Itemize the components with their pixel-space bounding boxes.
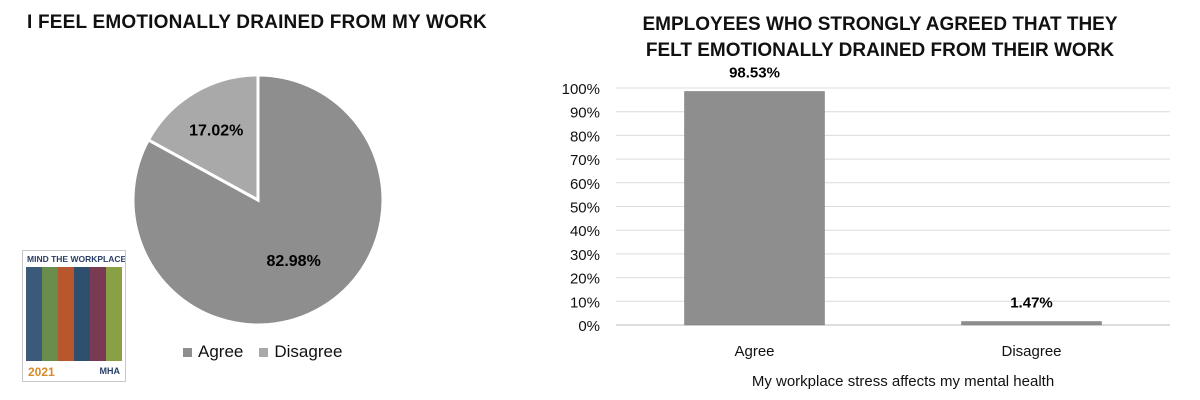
legend-item-disagree: Disagree: [259, 342, 342, 362]
report-cover-logo: MHA: [99, 366, 121, 376]
report-cover-year: 2021: [28, 365, 55, 379]
y-tick-label: 90%: [570, 105, 600, 122]
report-cover-title: MIND THE WORKPLACE: [27, 254, 126, 264]
bar-data-label-agree: 98.53%: [729, 64, 780, 81]
x-axis-title: My workplace stress affects my mental he…: [752, 373, 1054, 390]
legend-label-agree: Agree: [198, 342, 244, 361]
bar-agree: [684, 91, 825, 326]
legend-swatch-disagree: [259, 347, 269, 357]
pie-label-agree: 82.98%: [267, 253, 321, 270]
legend-item-agree: Agree: [183, 342, 243, 362]
legend-swatch-agree: [183, 347, 192, 357]
report-cover-thumbnail: MIND THE WORKPLACE 2021 MHA: [22, 250, 126, 382]
y-tick-label: 100%: [562, 81, 600, 98]
report-cover-photo: [26, 267, 122, 361]
x-tick-label-agree: Agree: [734, 343, 774, 360]
x-tick-label-disagree: Disagree: [1001, 343, 1061, 360]
legend-label-disagree: Disagree: [274, 342, 343, 361]
pie-legend: Agree Disagree: [183, 342, 358, 362]
pie-chart: 82.98% 17.02%: [131, 73, 385, 327]
pie-chart-title: I FEEL EMOTIONALLY DRAINED FROM MY WORK: [27, 12, 487, 33]
y-tick-label: 40%: [570, 223, 600, 240]
y-tick-label: 30%: [570, 247, 600, 264]
pie-chart-panel: I FEEL EMOTIONALLY DRAINED FROM MY WORK …: [0, 0, 560, 400]
pie-slice-disagree: [146, 73, 260, 203]
bar-chart-title-line-2: FELT EMOTIONALLY DRAINED FROM THEIR WORK: [645, 40, 1115, 61]
bar-chart-title-line-1: EMPLOYEES WHO STRONGLY AGREED THAT THEY: [642, 14, 1118, 35]
y-tick-label: 60%: [570, 176, 600, 193]
bar-chart-panel: EMPLOYEES WHO STRONGLY AGREED THAT THEY …: [560, 0, 1200, 400]
y-tick-label: 50%: [570, 200, 600, 217]
pie-label-disagree: 17.02%: [189, 122, 243, 139]
bar-chart-title: EMPLOYEES WHO STRONGLY AGREED THAT THEY …: [600, 12, 1160, 64]
bar-chart: 0% 10% 20% 30% 40% 50% 60% 70% 80% 90% 100% 98.53% A…: [562, 64, 1170, 390]
bar-data-label-disagree: 1.47%: [1010, 295, 1053, 312]
y-tick-label: 80%: [570, 128, 600, 145]
y-tick-label: 20%: [570, 271, 600, 288]
y-tick-label: 0%: [578, 318, 600, 335]
y-tick-label: 10%: [570, 294, 600, 311]
y-tick-label: 70%: [570, 152, 600, 169]
bar-disagree: [961, 321, 1102, 326]
